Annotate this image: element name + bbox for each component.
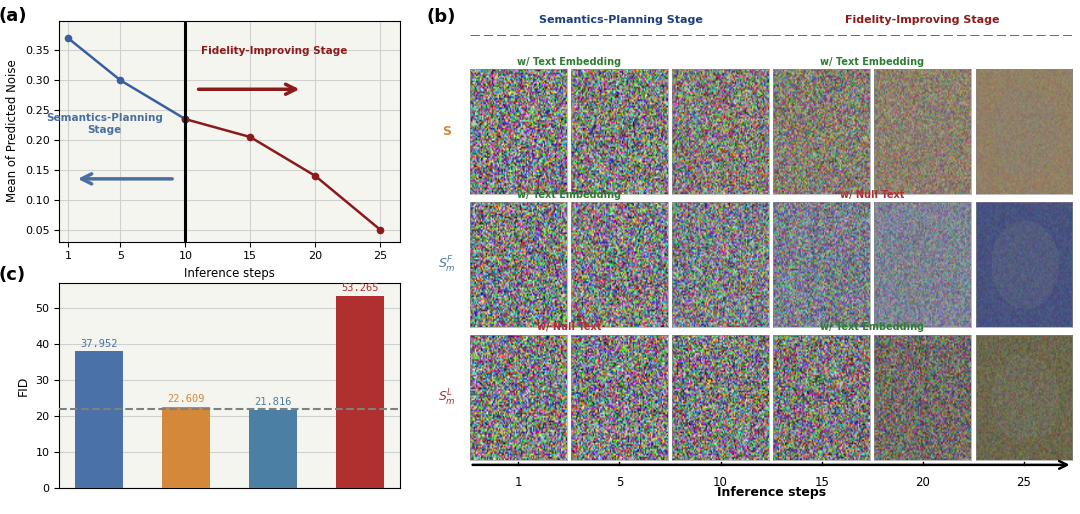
Text: 10: 10 [713,476,728,489]
Bar [162,407,210,488]
Text: $S_m^F$: $S_m^F$ [438,254,456,275]
Text: 37.952: 37.952 [80,339,118,348]
Text: Fidelity-Improving Stage: Fidelity-Improving Stage [201,46,348,56]
Text: Semantics-Planning
Stage: Semantics-Planning Stage [46,113,163,135]
Text: 53.265: 53.265 [341,283,379,293]
Text: Inference steps: Inference steps [716,486,826,499]
Text: 5: 5 [616,476,623,489]
Y-axis label: FID: FID [17,375,30,396]
Text: w/ Null Text: w/ Null Text [537,322,600,333]
Text: S: S [443,125,451,138]
Text: 25: 25 [1016,476,1031,489]
Text: (c): (c) [0,266,25,284]
Text: w/ Text Embedding: w/ Text Embedding [516,190,621,199]
Text: Semantics-Planning Stage: Semantics-Planning Stage [539,15,702,25]
Bar [336,296,384,488]
Text: 22.609: 22.609 [167,394,205,404]
Bar [249,410,297,488]
X-axis label: Inference steps: Inference steps [184,267,275,280]
Text: 20: 20 [916,476,930,489]
Bar [75,352,123,488]
Text: w/ Null Text: w/ Null Text [840,190,904,199]
Text: w/ Text Embedding: w/ Text Embedding [516,57,621,67]
Text: Fidelity-Improving Stage: Fidelity-Improving Stage [845,15,999,25]
Y-axis label: Mean of Predicted Noise: Mean of Predicted Noise [6,60,19,203]
Text: $S_m^L$: $S_m^L$ [438,388,456,408]
Text: (a): (a) [0,7,27,25]
Text: w/ Text Embedding: w/ Text Embedding [820,322,924,333]
Text: 21.816: 21.816 [254,397,292,407]
Text: 1: 1 [514,476,522,489]
Text: w/ Text Embedding: w/ Text Embedding [820,57,924,67]
Text: (b): (b) [427,8,456,26]
Text: 15: 15 [814,476,829,489]
